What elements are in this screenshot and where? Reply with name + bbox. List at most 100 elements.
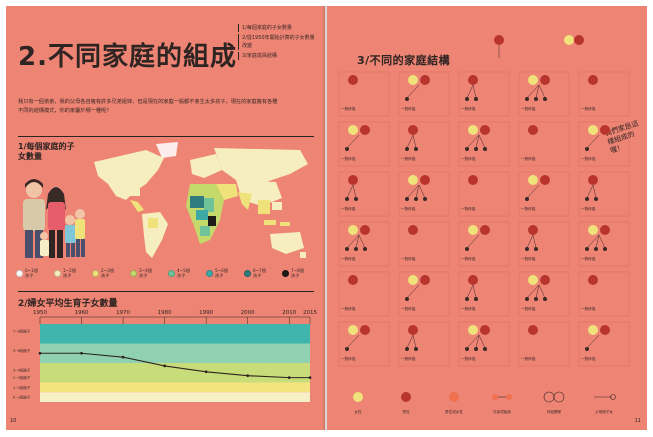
- legend-label: 男性或女性: [445, 410, 463, 414]
- parent-dot: [468, 175, 478, 185]
- child-dot: [585, 247, 589, 251]
- y-tick-label: 3~4個孩子: [13, 367, 31, 372]
- relation-line: [406, 284, 420, 299]
- child-dot: [345, 347, 349, 351]
- parent-dot: [468, 75, 478, 85]
- structure-cell: [338, 321, 390, 367]
- structure-caption: 一對伴侶: [461, 106, 476, 111]
- legend-item: 男性: [387, 389, 425, 415]
- legend-label: 女性: [354, 410, 362, 414]
- relation-line: [592, 184, 597, 199]
- child-dot: [414, 147, 418, 151]
- structure-cell: [338, 221, 390, 267]
- relation-line: [526, 84, 540, 99]
- structure-cell: [398, 321, 450, 367]
- parent-dot: [528, 75, 538, 85]
- structure-caption: 一對伴侶: [581, 356, 596, 361]
- structure-caption: 一對伴侶: [461, 156, 476, 161]
- parent-dot: [408, 75, 418, 85]
- relation-line: [466, 134, 480, 149]
- legend-swatch: [54, 269, 61, 277]
- relation-line: [538, 84, 546, 99]
- structure-caption: 一對伴侶: [581, 156, 596, 161]
- structure-caption: 一對伴侶: [521, 256, 536, 261]
- right-page: 3/不同的家庭結構 我們家是這樣組成的喔！ 一對伴侶 一對伴侶 一對伴侶 一對伴侶 一對…: [327, 6, 647, 430]
- toc-item: 3/家庭成員結構: [238, 52, 316, 60]
- child-dot: [525, 297, 529, 301]
- relation-line: [478, 334, 486, 349]
- left-page: 2.不同家庭的組成 1/每個家庭的子女數量 2/從1950年開始計算的子女數量改…: [6, 6, 325, 430]
- data-point: [287, 376, 291, 380]
- parent-dot: [360, 325, 370, 335]
- structure-caption: 一對伴侶: [581, 256, 596, 261]
- structure-caption: 一對伴侶: [401, 106, 416, 111]
- table-of-contents: 1/每個家庭的子女數量 2/從1950年開始計算的子女數量改變 3/家庭成員結構: [238, 24, 316, 62]
- x-tick-label: 2010: [282, 310, 296, 316]
- legend-label: 6~7個孩子: [253, 268, 267, 278]
- child-dot: [525, 197, 529, 201]
- legend-item: 父母與子女: [585, 389, 623, 415]
- parent-dot: [588, 75, 598, 85]
- series-line: [40, 352, 310, 379]
- child-dot: [474, 147, 478, 151]
- child-dot: [525, 247, 529, 251]
- legend-item: 2~3個孩子: [92, 268, 115, 278]
- legend-item: 6~7個孩子: [244, 268, 267, 278]
- relation-line: [526, 184, 540, 199]
- parent-dot: [420, 75, 430, 85]
- relation-line: [535, 84, 540, 99]
- structure-cell: [338, 71, 390, 117]
- structure-cell: [458, 221, 510, 267]
- structure-cell: [578, 121, 630, 167]
- relation-line: [538, 284, 546, 299]
- child-dot: [543, 297, 547, 301]
- parent-dot: [480, 325, 490, 335]
- legend-label: 3~4個孩子: [139, 268, 153, 278]
- relation-line: [415, 184, 420, 199]
- child-dot: [423, 197, 427, 201]
- relation-line: [478, 134, 486, 149]
- child-dot: [414, 197, 418, 201]
- data-point: [163, 364, 167, 368]
- legend-item: 0~1個孩子: [16, 268, 39, 278]
- structure-cell: [578, 271, 630, 317]
- parent-dot: [408, 175, 418, 185]
- legend-label: 0~1個孩子: [25, 268, 39, 278]
- structure-cell: [458, 71, 510, 117]
- parent-dot: [528, 125, 538, 135]
- relation-line: [586, 234, 600, 249]
- legend-label: 男性: [402, 410, 410, 414]
- structure-caption: 一對伴侶: [341, 256, 356, 261]
- structure-caption: 一對伴侶: [461, 356, 476, 361]
- male-icon: [401, 392, 411, 402]
- structure-caption: 一對伴侶: [401, 206, 416, 211]
- legend-item: 4~5個孩子: [168, 268, 191, 278]
- structure-cell: [518, 121, 570, 167]
- parent-dot: [468, 225, 478, 235]
- legend-swatch: [130, 269, 137, 277]
- person-icon: [449, 392, 459, 402]
- chart-band: [40, 392, 310, 402]
- child-dot: [525, 97, 529, 101]
- relation-line: [598, 234, 606, 249]
- relation-line: [466, 334, 480, 349]
- structure-cell: [458, 121, 510, 167]
- parent-dot: [588, 325, 598, 335]
- legend-label: 7~8個孩子: [291, 268, 305, 278]
- x-tick-label: 1960: [75, 310, 89, 316]
- parent-dot: [360, 125, 370, 135]
- parent-dot: [468, 125, 478, 135]
- relation-line: [412, 134, 417, 149]
- x-tick-label: 1980: [158, 310, 172, 316]
- relation-line: [475, 134, 480, 149]
- relation-line: [352, 184, 357, 199]
- relation-line: [355, 234, 360, 249]
- parent-dot: [468, 275, 478, 285]
- structure-caption: 一對伴侶: [521, 306, 536, 311]
- y-tick-label: 5~6個孩子: [13, 348, 31, 353]
- structure-caption: 一對伴侶: [341, 106, 356, 111]
- data-point: [80, 351, 83, 355]
- structure-cell: [398, 221, 450, 267]
- parent-dot: [480, 225, 490, 235]
